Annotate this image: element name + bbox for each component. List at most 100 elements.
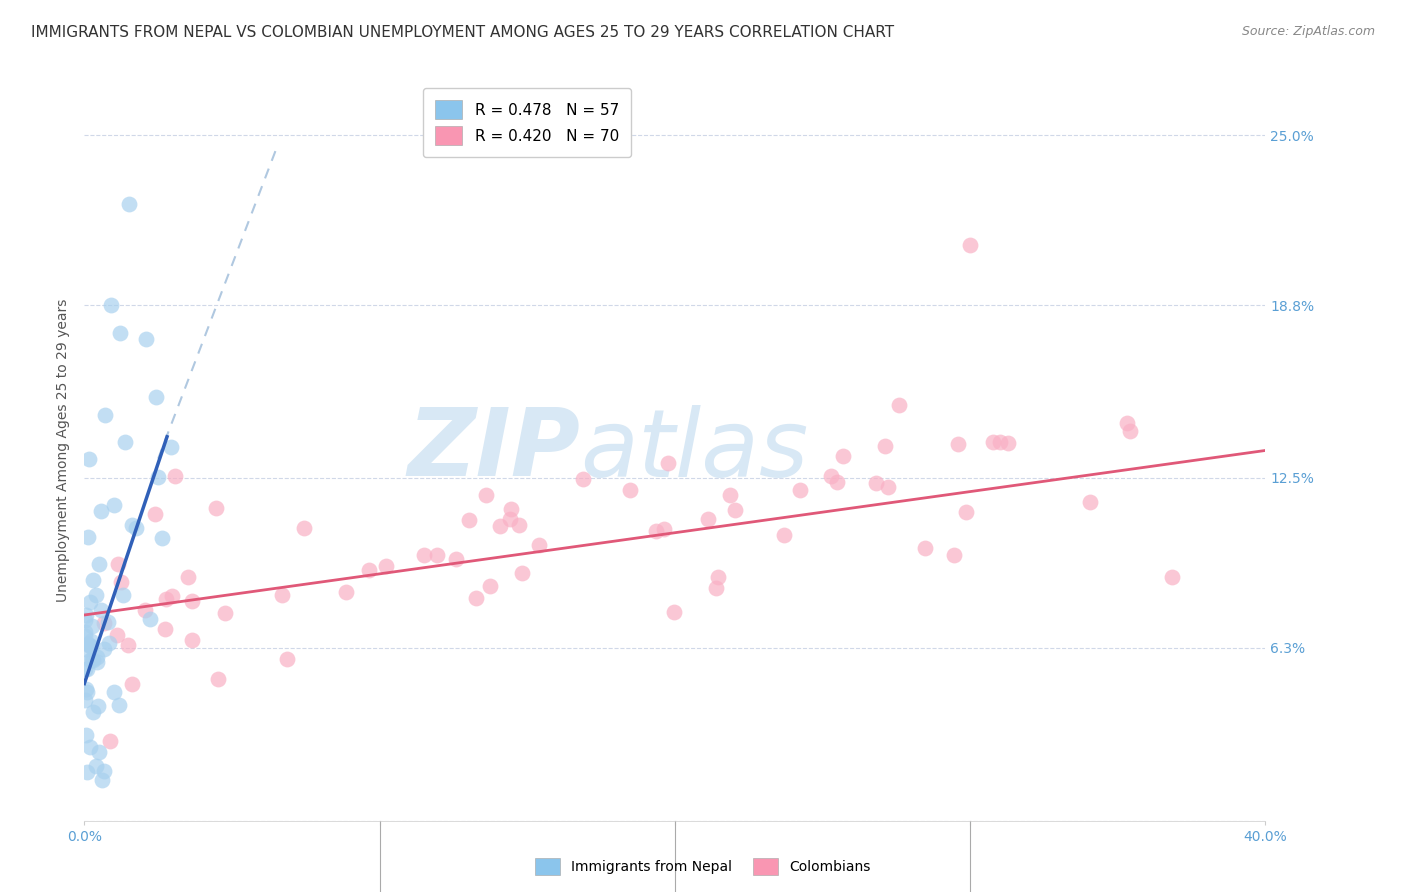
Point bbox=[696, 512, 718, 526]
Point bbox=[657, 456, 679, 470]
Point bbox=[76, 530, 98, 544]
Point bbox=[114, 434, 136, 449]
Point bbox=[105, 628, 128, 642]
Point bbox=[91, 772, 114, 787]
Point bbox=[79, 633, 101, 648]
Point bbox=[93, 615, 115, 630]
Point bbox=[820, 469, 842, 483]
Point bbox=[97, 635, 120, 649]
Point bbox=[426, 549, 449, 563]
Point bbox=[374, 558, 396, 573]
Point bbox=[76, 764, 98, 779]
Point bbox=[86, 650, 108, 665]
Text: atlas: atlas bbox=[581, 405, 808, 496]
Point bbox=[73, 613, 96, 627]
Point bbox=[75, 681, 97, 696]
Point bbox=[359, 563, 381, 577]
Point bbox=[873, 439, 896, 453]
Point bbox=[499, 511, 522, 525]
Point bbox=[84, 588, 107, 602]
Point bbox=[121, 677, 143, 691]
Point bbox=[707, 570, 730, 584]
Point bbox=[108, 326, 131, 340]
Point bbox=[214, 606, 236, 620]
Point bbox=[662, 605, 685, 619]
Point bbox=[292, 521, 315, 535]
Point bbox=[335, 584, 357, 599]
Point bbox=[112, 588, 135, 602]
Point bbox=[79, 653, 101, 667]
Point bbox=[79, 740, 101, 755]
Point bbox=[93, 764, 115, 779]
Point bbox=[789, 483, 811, 497]
Point bbox=[134, 603, 156, 617]
Point bbox=[464, 591, 486, 606]
Legend: Immigrants from Nepal, Colombians: Immigrants from Nepal, Colombians bbox=[530, 853, 876, 880]
Point bbox=[997, 436, 1019, 450]
Point bbox=[181, 633, 204, 648]
Point bbox=[125, 521, 148, 535]
Point bbox=[82, 652, 104, 666]
Point bbox=[652, 522, 675, 536]
Point bbox=[644, 524, 666, 539]
Point bbox=[89, 557, 111, 571]
Point bbox=[100, 298, 122, 312]
Point bbox=[138, 612, 160, 626]
Point bbox=[1078, 495, 1101, 509]
Point bbox=[276, 651, 298, 665]
Text: ZIP: ZIP bbox=[408, 404, 581, 497]
Point bbox=[87, 698, 110, 713]
Point bbox=[98, 734, 121, 748]
Point bbox=[87, 745, 111, 759]
Point bbox=[75, 728, 97, 742]
Point bbox=[84, 759, 107, 773]
Point bbox=[110, 575, 132, 590]
Point bbox=[571, 472, 593, 486]
Point bbox=[865, 475, 887, 490]
Point bbox=[90, 504, 112, 518]
Point bbox=[458, 513, 481, 527]
Point bbox=[79, 639, 101, 653]
Point bbox=[103, 685, 125, 699]
Point bbox=[77, 451, 100, 466]
Point bbox=[107, 698, 129, 713]
Point bbox=[82, 573, 104, 587]
Point bbox=[97, 615, 120, 630]
Point bbox=[207, 672, 229, 686]
Point bbox=[988, 435, 1011, 450]
Legend: R = 0.478   N = 57, R = 0.420   N = 70: R = 0.478 N = 57, R = 0.420 N = 70 bbox=[423, 88, 631, 157]
Point bbox=[73, 629, 96, 643]
Point bbox=[955, 505, 977, 519]
Point bbox=[76, 685, 98, 699]
Point bbox=[80, 639, 103, 653]
Point bbox=[205, 500, 228, 515]
Point bbox=[90, 602, 112, 616]
Point bbox=[704, 581, 727, 595]
Point bbox=[1160, 570, 1182, 584]
Point bbox=[444, 552, 467, 566]
Point bbox=[177, 569, 200, 583]
Point bbox=[107, 558, 129, 572]
Point bbox=[943, 548, 966, 562]
Point bbox=[478, 579, 501, 593]
Point bbox=[135, 332, 157, 346]
Point bbox=[73, 624, 96, 639]
Point bbox=[831, 449, 853, 463]
Point bbox=[887, 398, 910, 412]
Point bbox=[475, 488, 498, 502]
Point bbox=[145, 390, 167, 404]
Point bbox=[773, 528, 796, 542]
Point bbox=[160, 590, 183, 604]
Point bbox=[103, 498, 125, 512]
Point bbox=[488, 519, 510, 533]
Point bbox=[981, 435, 1004, 450]
Point bbox=[121, 518, 143, 533]
Point bbox=[93, 642, 115, 657]
Point bbox=[82, 706, 104, 720]
Point bbox=[619, 483, 641, 498]
Point bbox=[914, 541, 936, 555]
Text: Source: ZipAtlas.com: Source: ZipAtlas.com bbox=[1241, 25, 1375, 38]
Point bbox=[155, 592, 177, 607]
Point bbox=[501, 502, 523, 516]
Point bbox=[160, 440, 183, 454]
